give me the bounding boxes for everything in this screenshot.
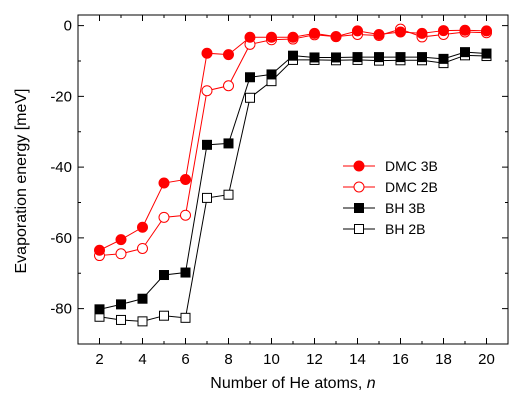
- x-axis-title: Number of He atoms, n: [210, 375, 376, 392]
- data-point: [245, 92, 255, 103]
- x-tick-label: 6: [181, 351, 189, 368]
- x-axis-title-text: Number of He atoms,: [210, 375, 367, 392]
- data-point: [309, 52, 320, 63]
- data-point: [330, 31, 342, 43]
- data-point: [266, 69, 277, 80]
- data-point: [94, 244, 105, 256]
- legend-marker: [354, 203, 364, 213]
- legend-item: DMC 2B: [343, 179, 438, 195]
- data-point: [395, 26, 406, 38]
- data-point: [266, 31, 277, 43]
- data-point: [287, 31, 299, 43]
- data-point: [223, 49, 234, 61]
- data-point: [137, 221, 148, 233]
- data-point: [352, 25, 363, 37]
- y-tick-label: 0: [64, 18, 72, 35]
- legend-item: BH 2B: [343, 221, 425, 237]
- data-point: [481, 25, 492, 37]
- series-bh-3b: [94, 47, 492, 315]
- data-point: [201, 47, 213, 59]
- x-axis-title-variable: n: [367, 375, 376, 392]
- data-point: [438, 25, 449, 37]
- data-point: [460, 47, 470, 58]
- legend-marker: [353, 181, 365, 193]
- data-point: [180, 267, 191, 278]
- data-point: [159, 270, 169, 281]
- legend-item: BH 3B: [343, 200, 425, 216]
- legend-label: BH 3B: [385, 200, 425, 216]
- data-point: [180, 209, 191, 221]
- data-point: [288, 50, 298, 61]
- data-point: [201, 85, 213, 97]
- legend-marker: [353, 160, 365, 172]
- legend: DMC 3B DMC 2B BH 3B BH 2B: [343, 158, 438, 237]
- data-point: [223, 80, 234, 92]
- data-point: [202, 192, 212, 203]
- axis-ticks: 2 4 6 8 10 12 14 16 18 20 0 -20 -40 -60 -80: [50, 15, 509, 368]
- legend-label: BH 2B: [385, 221, 425, 237]
- legend-marker: [354, 224, 364, 234]
- data-point: [115, 234, 127, 246]
- x-tick-label: 20: [478, 351, 495, 368]
- data-point: [395, 52, 406, 63]
- data-point: [116, 314, 126, 325]
- y-tick-label: -80: [50, 301, 72, 318]
- x-tick-label: 16: [392, 351, 409, 368]
- y-tick-label: -40: [50, 159, 72, 176]
- data-point: [245, 72, 255, 83]
- y-axis-title: Evaporation energy [meV]: [13, 89, 30, 274]
- data-point: [309, 27, 320, 39]
- x-tick-label: 10: [263, 351, 280, 368]
- data-point: [137, 293, 148, 304]
- data-point: [137, 316, 148, 327]
- data-point: [223, 189, 234, 200]
- y-tick-label: -20: [50, 88, 72, 105]
- legend-item: DMC 3B: [343, 158, 438, 174]
- x-tick-label: 2: [95, 351, 103, 368]
- data-point: [352, 52, 363, 63]
- data-point: [116, 299, 126, 310]
- data-point: [416, 27, 428, 39]
- y-tick-label: -60: [50, 230, 72, 247]
- x-tick-label: 18: [435, 351, 452, 368]
- data-point: [417, 52, 427, 63]
- data-point: [374, 52, 384, 63]
- data-point: [223, 138, 234, 149]
- data-point: [137, 242, 148, 254]
- x-tick-label: 14: [349, 351, 366, 368]
- data-point: [331, 52, 341, 63]
- data-point: [481, 48, 492, 59]
- series-layer: [94, 23, 492, 327]
- data-point: [373, 28, 385, 40]
- data-point: [459, 24, 471, 36]
- data-point: [438, 53, 449, 64]
- data-point: [244, 31, 256, 43]
- data-point: [115, 248, 127, 260]
- legend-label: DMC 2B: [385, 179, 438, 195]
- data-point: [180, 174, 191, 185]
- data-point: [202, 139, 212, 150]
- legend-label: DMC 3B: [385, 158, 438, 174]
- data-point: [180, 312, 191, 323]
- data-point: [94, 304, 105, 315]
- data-point: [158, 211, 170, 223]
- x-tick-label: 8: [224, 351, 232, 368]
- x-tick-label: 12: [306, 351, 323, 368]
- x-tick-label: 4: [138, 351, 146, 368]
- data-point: [159, 310, 169, 321]
- data-point: [158, 177, 170, 189]
- series-dmc-3b: [94, 24, 492, 256]
